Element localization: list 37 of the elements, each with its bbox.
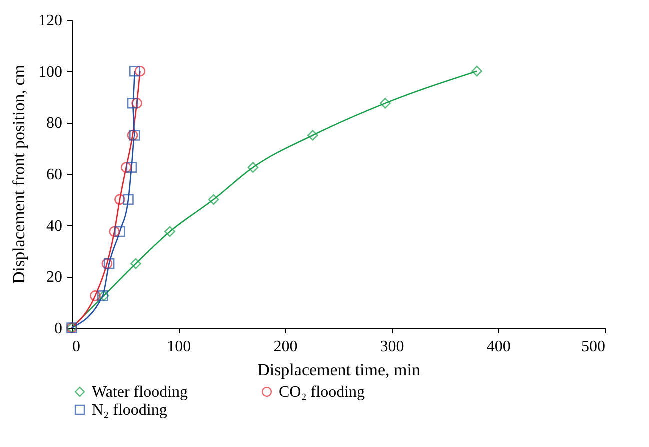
y-tick-label: 100 [38, 64, 62, 81]
x-tick-label: 200 [274, 338, 298, 356]
legend-label: N₂ flooding [92, 402, 168, 419]
point [130, 66, 140, 77]
point [127, 98, 138, 109]
y-axis-title: Displacement front position, cm [10, 64, 28, 284]
y-tick-label: 120 [38, 12, 62, 30]
point [114, 194, 126, 206]
point [114, 226, 126, 238]
point [134, 66, 146, 77]
point [109, 226, 120, 238]
point [132, 98, 142, 109]
point [90, 290, 101, 302]
legend-label: CO₂ flooding [279, 384, 366, 401]
x-tick-label: 100 [167, 338, 192, 356]
x-tick-label: 300 [380, 338, 404, 356]
y-tick-label: 40 [46, 218, 62, 235]
y-tick-label: 60 [46, 166, 62, 184]
legend-label: Water flooding [92, 384, 188, 401]
y-tick-label: 80 [46, 115, 62, 132]
x-tick-label: 0 [72, 338, 80, 356]
y-tick-label: 20 [46, 269, 62, 286]
point [308, 130, 318, 141]
point [380, 98, 391, 109]
x-tick-label: 500 [582, 338, 606, 356]
x-tick-label: 400 [486, 338, 511, 356]
x-axis-title: Displacement time, min [258, 360, 421, 380]
point [120, 162, 132, 173]
point [126, 162, 138, 173]
point [248, 162, 259, 173]
point [123, 194, 134, 206]
point [130, 258, 142, 270]
point [130, 130, 140, 141]
point [164, 226, 176, 238]
point [472, 66, 482, 77]
point [208, 194, 220, 206]
y-tick-label: 0 [54, 320, 62, 338]
